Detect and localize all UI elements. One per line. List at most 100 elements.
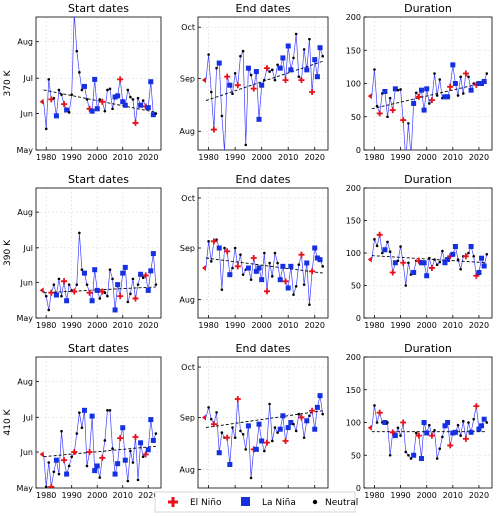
point-el-nino xyxy=(389,429,396,436)
point-el-nino xyxy=(447,442,454,449)
point-el-nino xyxy=(263,288,270,295)
point-la-nina xyxy=(392,433,398,439)
series-line xyxy=(43,409,157,487)
point-neutral xyxy=(485,421,489,424)
point-la-nina xyxy=(445,420,451,425)
y-tick-label: 200 xyxy=(346,353,361,362)
point-el-nino xyxy=(117,293,124,300)
point-la-nina xyxy=(476,270,482,275)
point-la-nina xyxy=(122,102,128,108)
point-la-nina xyxy=(245,265,251,271)
point-neutral xyxy=(60,429,63,433)
point-neutral xyxy=(244,143,248,147)
point-el-nino xyxy=(473,403,480,410)
point-el-nino xyxy=(282,437,289,444)
point-el-nino xyxy=(132,433,139,440)
point-el-nino xyxy=(428,264,435,271)
point-neutral xyxy=(141,455,145,458)
point-la-nina xyxy=(94,106,100,112)
x-tick-label: 2000 xyxy=(251,153,271,162)
point-el-nino xyxy=(86,449,93,456)
x-tick-label: 2000 xyxy=(251,321,271,330)
point-neutral xyxy=(231,426,234,429)
point-el-nino xyxy=(250,255,257,261)
point-neutral xyxy=(297,263,301,266)
point-neutral xyxy=(433,258,436,261)
point-first-year xyxy=(39,287,44,294)
x-tick-label: 1980 xyxy=(364,491,384,500)
point-neutral xyxy=(386,421,389,424)
point-la-nina xyxy=(145,105,151,111)
point-la-nina xyxy=(304,260,310,266)
point-neutral xyxy=(241,273,245,276)
point-neutral xyxy=(388,453,392,457)
point-la-nina xyxy=(115,282,121,288)
point-la-nina xyxy=(81,407,87,413)
point-neutral xyxy=(459,267,462,271)
point-neutral xyxy=(263,449,266,453)
point-la-nina xyxy=(280,55,286,61)
point-neutral xyxy=(231,92,234,96)
point-el-nino xyxy=(117,76,124,83)
point-neutral xyxy=(273,251,277,255)
point-el-nino xyxy=(224,73,231,80)
point-neutral xyxy=(409,457,413,460)
point-neutral xyxy=(276,63,279,67)
point-el-nino xyxy=(298,414,305,421)
point-la-nina xyxy=(92,267,98,273)
point-la-nina xyxy=(122,457,128,463)
point-neutral xyxy=(404,284,408,287)
point-neutral xyxy=(75,49,79,53)
point-neutral xyxy=(129,95,132,99)
point-neutral xyxy=(85,283,89,286)
point-la-nina xyxy=(481,79,487,85)
point-la-nina xyxy=(148,268,154,274)
point-el-nino xyxy=(234,263,241,270)
point-neutral xyxy=(308,303,311,306)
point-neutral xyxy=(209,417,213,421)
legend: El Niño La Niña Neutral xyxy=(154,491,358,513)
point-neutral xyxy=(321,54,324,58)
point-neutral xyxy=(276,261,279,265)
point-neutral xyxy=(292,56,295,60)
point-la-nina xyxy=(120,270,126,276)
y-tick-label: 0 xyxy=(356,314,361,323)
point-neutral xyxy=(129,449,132,453)
point-first-year xyxy=(39,98,44,105)
point-la-nina xyxy=(64,471,70,477)
point-neutral xyxy=(373,404,376,407)
point-la-nina xyxy=(122,264,128,270)
row-label: 410 K xyxy=(3,408,13,435)
point-first-year xyxy=(367,424,372,431)
point-la-nina xyxy=(304,418,310,424)
point-la-nina xyxy=(92,76,98,82)
point-neutral xyxy=(263,251,266,255)
point-la-nina xyxy=(442,423,448,429)
y-tick-label: Oct xyxy=(181,363,195,372)
x-tick-label: 1990 xyxy=(225,153,245,162)
point-la-nina xyxy=(288,263,294,269)
point-la-nina xyxy=(245,65,251,71)
point-el-nino xyxy=(99,454,106,461)
point-la-nina xyxy=(314,74,320,80)
point-neutral xyxy=(292,293,295,296)
point-neutral xyxy=(308,37,311,41)
point-neutral xyxy=(404,450,408,454)
trend-line xyxy=(43,445,156,458)
trend-line xyxy=(43,286,156,294)
point-neutral xyxy=(136,283,140,286)
y-tick-label: Sep xyxy=(180,74,195,83)
point-neutral xyxy=(239,54,242,58)
point-la-nina xyxy=(81,270,87,276)
y-tick-label: Sep xyxy=(180,244,195,253)
y-tick-label: 150 xyxy=(346,217,361,226)
point-la-nina xyxy=(468,87,474,93)
point-neutral xyxy=(396,88,400,92)
point-la-nina xyxy=(150,112,156,118)
point-neutral xyxy=(47,78,51,81)
point-el-nino xyxy=(447,83,454,90)
y-tick-label: 200 xyxy=(346,184,361,193)
point-la-nina xyxy=(280,413,286,419)
point-neutral xyxy=(407,261,410,265)
